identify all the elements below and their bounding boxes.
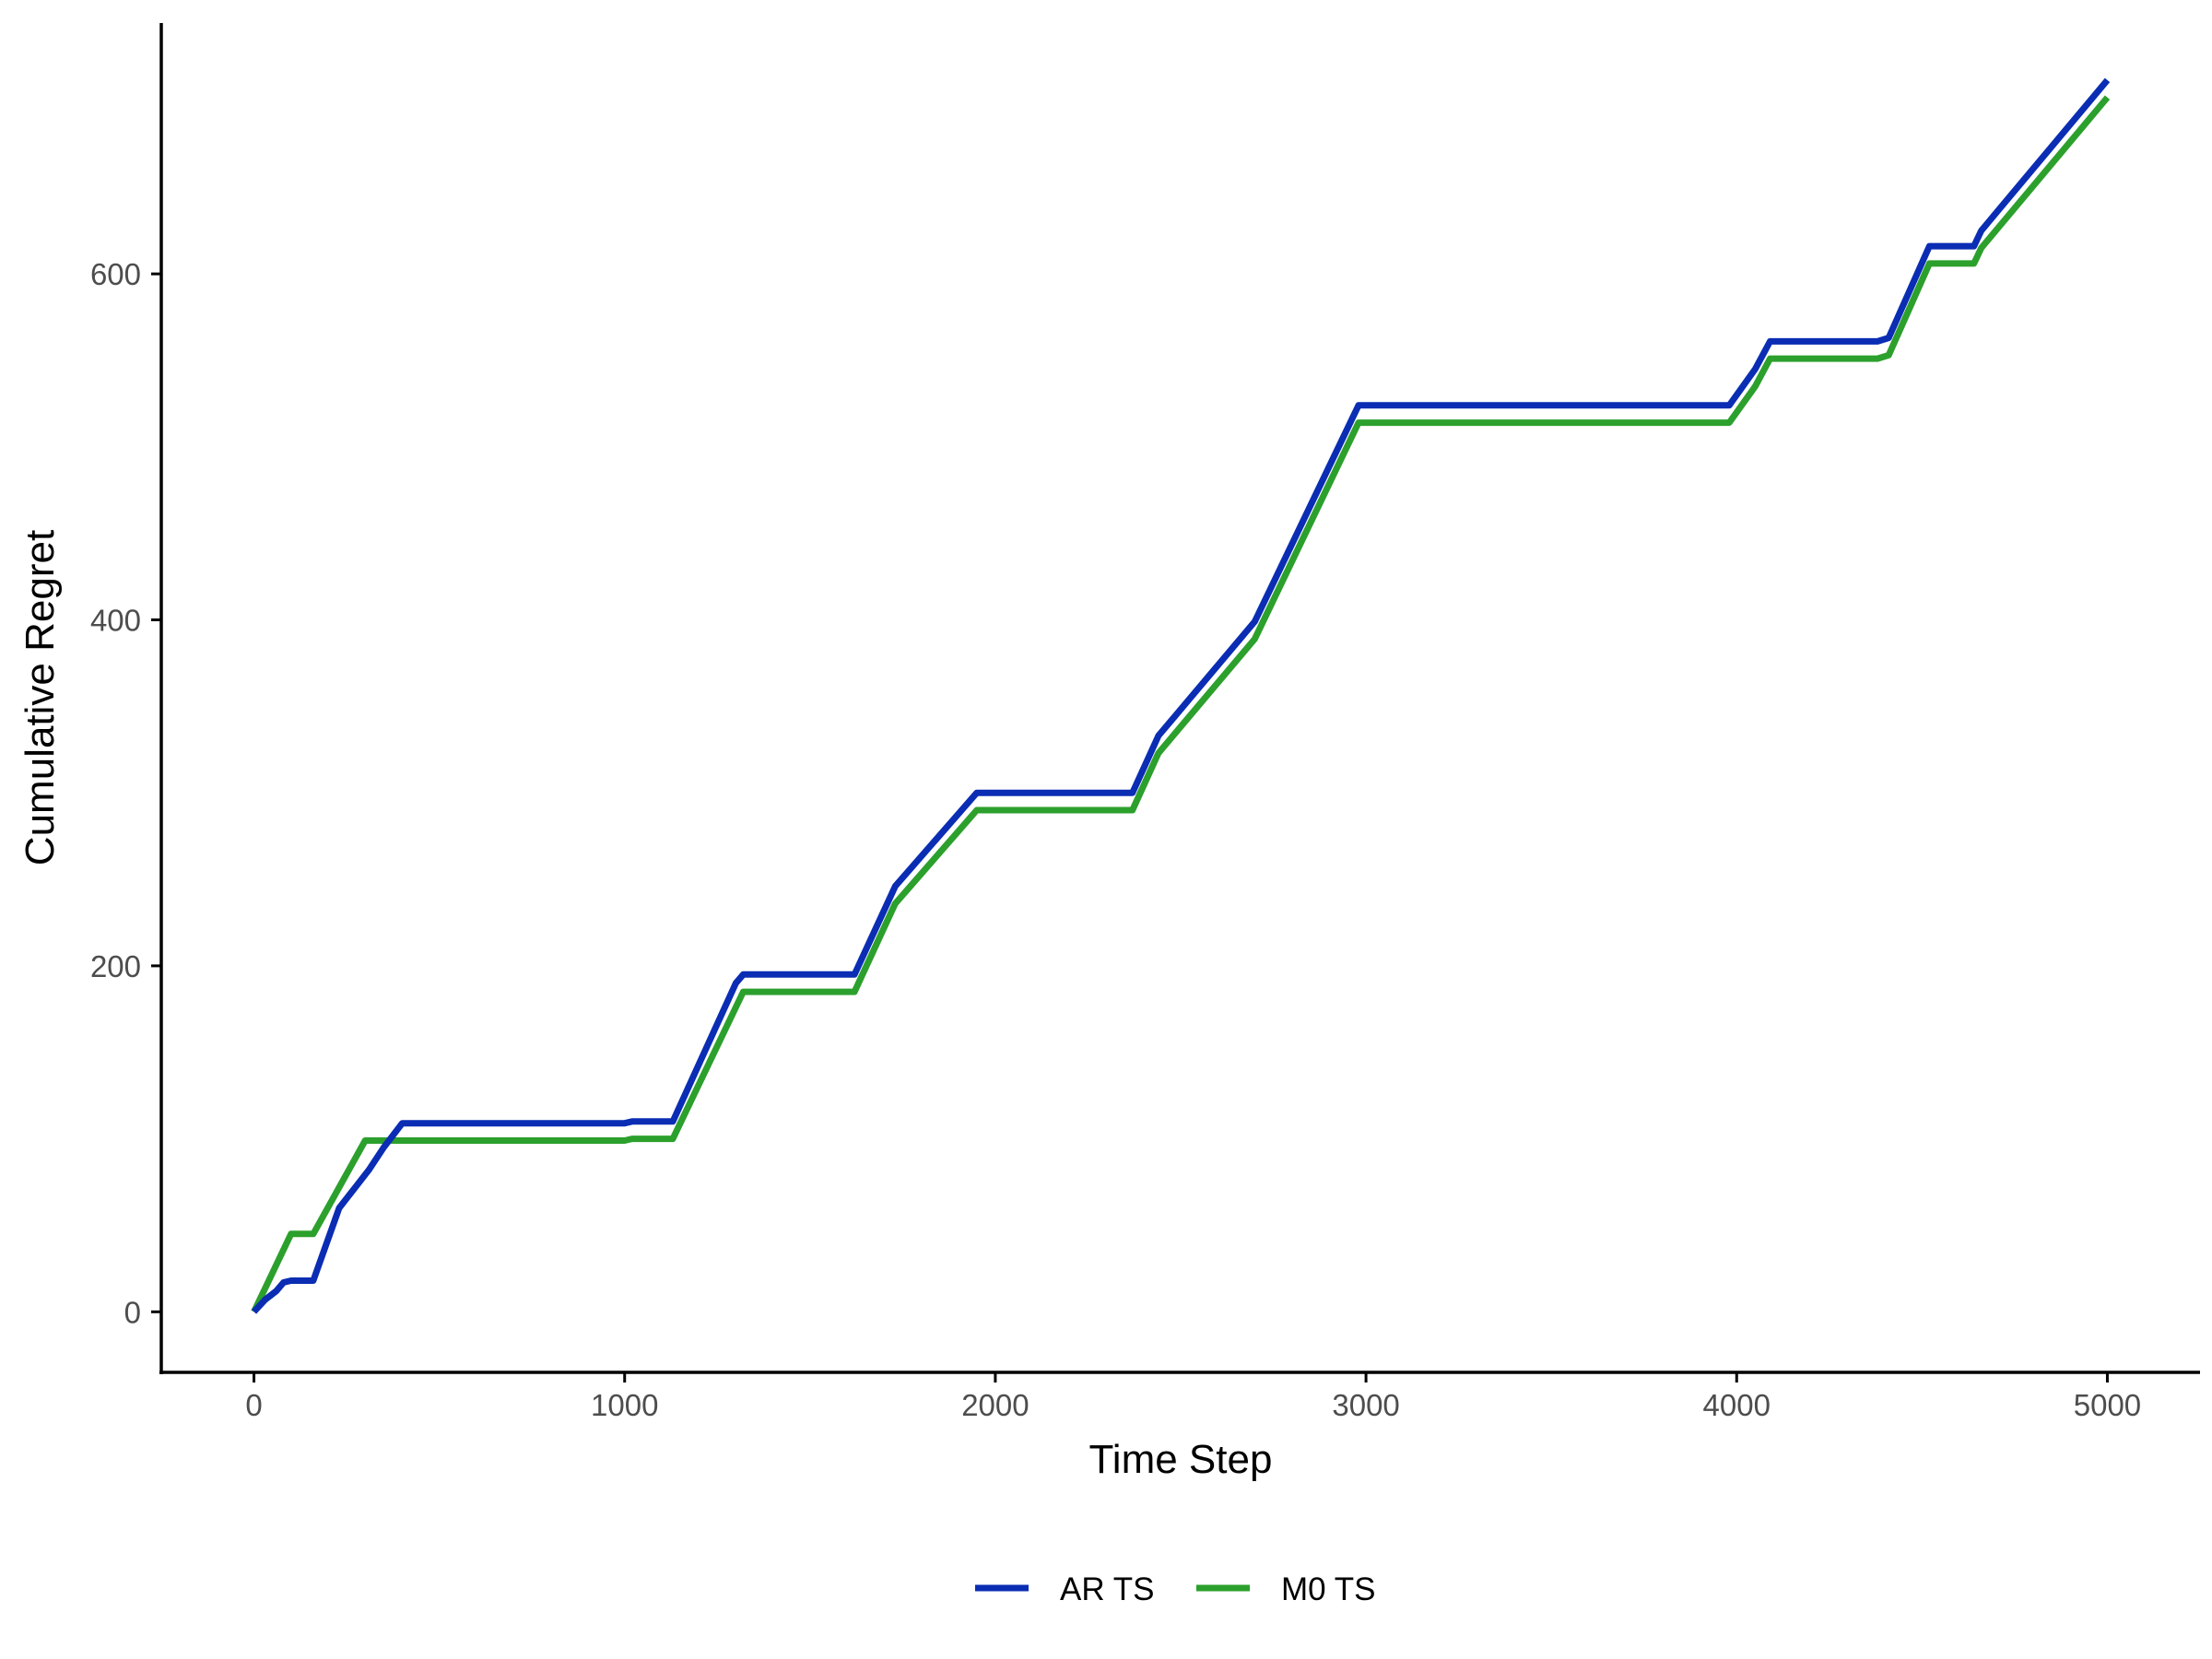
x-tick-label: 0 bbox=[245, 1388, 262, 1422]
x-tick-label: 3000 bbox=[1332, 1388, 1399, 1422]
x-tick-label: 1000 bbox=[591, 1388, 658, 1422]
x-tick-label: 4000 bbox=[1703, 1388, 1771, 1422]
series-layer bbox=[251, 77, 2111, 1314]
x-tick-label: 2000 bbox=[961, 1388, 1029, 1422]
y-tick-label: 0 bbox=[124, 1295, 141, 1329]
y-axis-title: Cumulative Regret bbox=[18, 530, 63, 865]
series-line-m0-ts bbox=[251, 95, 2111, 1313]
legend-label-m0-ts: M0 TS bbox=[1281, 1571, 1375, 1607]
legend-label-ar-ts: AR TS bbox=[1060, 1571, 1154, 1607]
y-ticks: 0 200 400 600 bbox=[90, 257, 161, 1329]
y-tick-label: 200 bbox=[90, 949, 141, 983]
y-tick-label: 600 bbox=[90, 257, 141, 291]
series-line-ar-ts bbox=[251, 77, 2111, 1314]
x-tick-label: 5000 bbox=[2074, 1388, 2141, 1422]
y-tick-label: 400 bbox=[90, 604, 141, 638]
x-ticks: 0 1000 2000 3000 4000 5000 bbox=[245, 1372, 2141, 1422]
x-axis-title: Time Step bbox=[1089, 1437, 1273, 1482]
legend: AR TS M0 TS bbox=[975, 1571, 1375, 1607]
